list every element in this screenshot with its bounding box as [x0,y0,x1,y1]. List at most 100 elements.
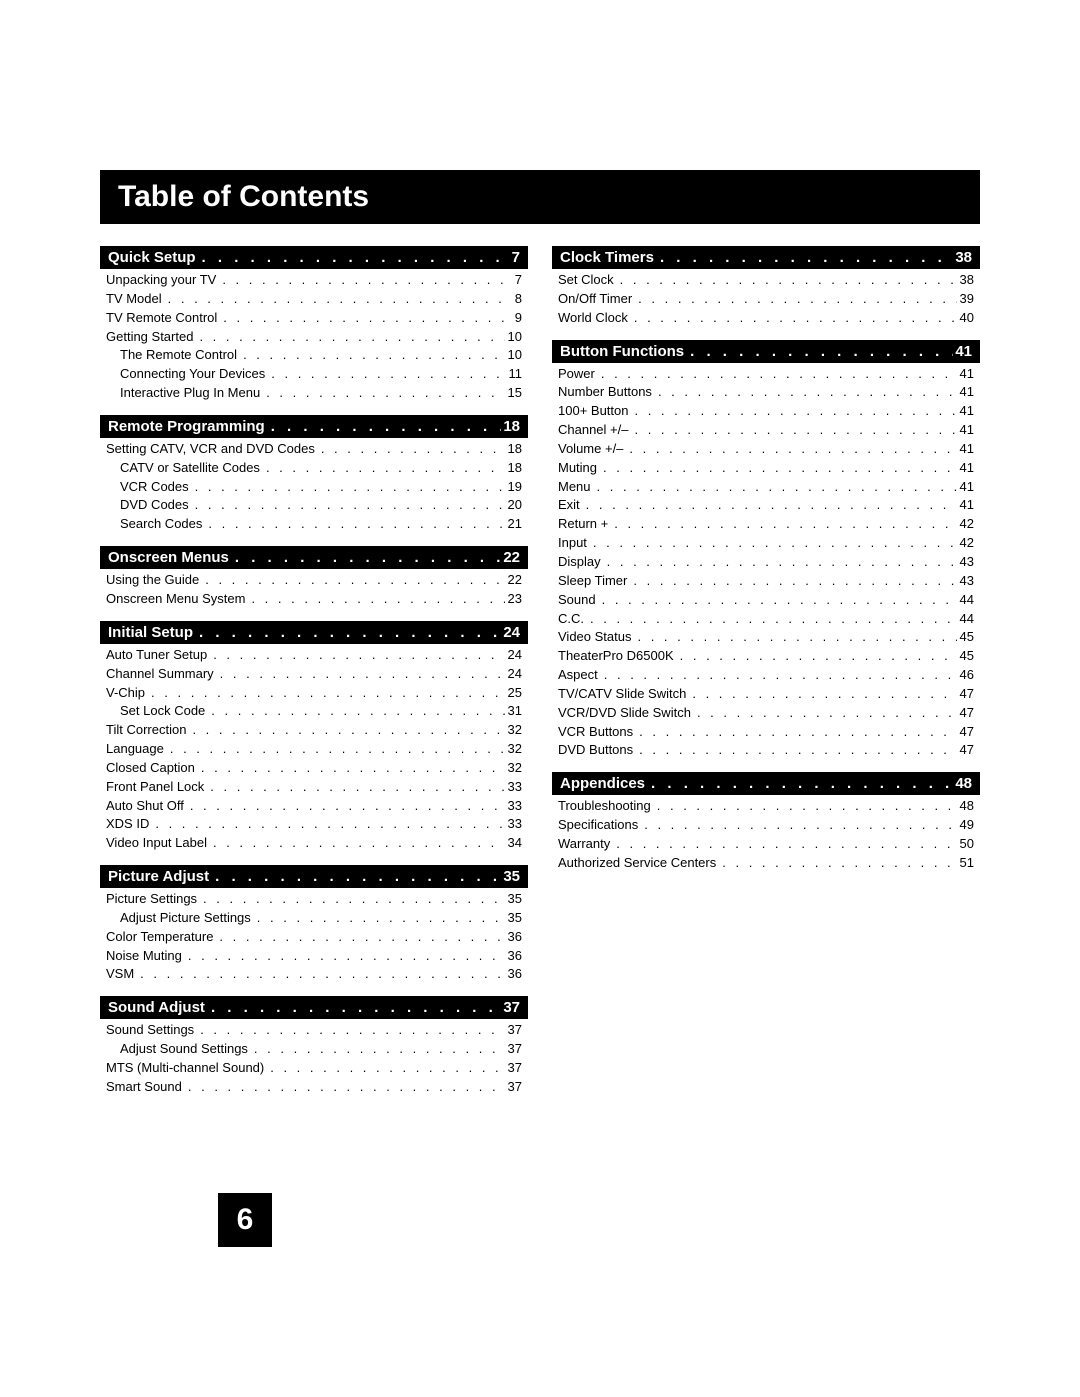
section-header: Quick Setup . . . . . . . . . . . . . . … [100,246,528,269]
leader-dots: . . . . . . . . . . . . . . . . . . . . … [205,571,504,590]
entry-page: 9 [515,309,522,328]
entry-label: Closed Caption [106,759,195,778]
entry-page: 44 [960,591,974,610]
entry-label: Adjust Sound Settings [120,1040,248,1059]
entry-label: TV Model [106,290,162,309]
toc-entry: Closed Caption . . . . . . . . . . . . .… [106,759,522,778]
leader-dots: . . . . . . . . . . . . . . . . . . . . … [211,999,501,1016]
entry-page: 21 [508,515,522,534]
leader-dots: . . . . . . . . . . . . . . . . . . . . … [638,290,956,309]
leader-dots: . . . . . . . . . . . . . . . . . . . . … [203,890,504,909]
entry-page: 24 [508,665,522,684]
leader-dots: . . . . . . . . . . . . . . . . . . . . … [722,854,956,873]
toc-entry: Search Codes . . . . . . . . . . . . . .… [106,515,522,534]
toc-entry: Connecting Your Devices . . . . . . . . … [106,365,522,384]
toc-entry: VSM . . . . . . . . . . . . . . . . . . … [106,965,522,984]
toc-entry: Front Panel Lock . . . . . . . . . . . .… [106,778,522,797]
toc-entry: Tilt Correction . . . . . . . . . . . . … [106,721,522,740]
leader-dots: . . . . . . . . . . . . . . . . . . . . … [200,1021,504,1040]
entry-label: C.C. [558,610,584,629]
toc-entry: Volume +/– . . . . . . . . . . . . . . .… [558,440,974,459]
toc-entry: Warranty . . . . . . . . . . . . . . . .… [558,835,974,854]
toc-entry: Troubleshooting . . . . . . . . . . . . … [558,797,974,816]
entry-label: TheaterPro D6500K [558,647,674,666]
leader-dots: . . . . . . . . . . . . . . . . . . . . … [190,797,505,816]
leader-dots: . . . . . . . . . . . . . . . . . . . . … [199,328,504,347]
entry-page: 24 [508,646,522,665]
leader-dots: . . . . . . . . . . . . . . . . . . . . … [604,666,957,685]
toc-entry: Channel Summary . . . . . . . . . . . . … [106,665,522,684]
toc-entry: Auto Shut Off . . . . . . . . . . . . . … [106,797,522,816]
toc-entry: VCR Codes . . . . . . . . . . . . . . . … [106,478,522,497]
entry-label: TV/CATV Slide Switch [558,685,686,704]
entry-label: Sound Settings [106,1021,194,1040]
entry-page: 42 [960,515,974,534]
entry-page: 47 [960,704,974,723]
toc-entry: Return + . . . . . . . . . . . . . . . .… [558,515,974,534]
toc-entry: VCR/DVD Slide Switch . . . . . . . . . .… [558,704,974,723]
entry-label: VSM [106,965,134,984]
leader-dots: . . . . . . . . . . . . . . . . . . . . … [321,440,505,459]
toc-entry: Specifications . . . . . . . . . . . . .… [558,816,974,835]
section-title: Clock Timers [560,249,654,266]
toc-columns: Quick Setup . . . . . . . . . . . . . . … [100,240,980,1103]
toc-entry: Getting Started . . . . . . . . . . . . … [106,328,522,347]
leader-dots: . . . . . . . . . . . . . . . . . . . . … [634,309,957,328]
leader-dots: . . . . . . . . . . . . . . . . . . . . … [603,459,957,478]
entry-page: 51 [960,854,974,873]
entry-label: Color Temperature [106,928,213,947]
section-entries: Unpacking your TV . . . . . . . . . . . … [100,269,528,409]
toc-entry: Muting . . . . . . . . . . . . . . . . .… [558,459,974,478]
entry-label: Number Buttons [558,383,652,402]
entry-page: 37 [508,1021,522,1040]
entry-page: 36 [508,928,522,947]
entry-label: Language [106,740,164,759]
entry-label: TV Remote Control [106,309,217,328]
entry-page: 37 [508,1078,522,1097]
leader-dots: . . . . . . . . . . . . . . . . . . . . … [601,365,957,384]
entry-label: World Clock [558,309,628,328]
entry-label: DVD Buttons [558,741,633,760]
toc-entry: Menu . . . . . . . . . . . . . . . . . .… [558,478,974,497]
toc-entry: TV Remote Control . . . . . . . . . . . … [106,309,522,328]
entry-page: 45 [960,628,974,647]
toc-entry: Language . . . . . . . . . . . . . . . .… [106,740,522,759]
leader-dots: . . . . . . . . . . . . . . . . . . . . … [593,534,957,553]
toc-entry: 100+ Button . . . . . . . . . . . . . . … [558,402,974,421]
entry-page: 40 [960,309,974,328]
leader-dots: . . . . . . . . . . . . . . . . . . . . … [210,778,504,797]
entry-label: Picture Settings [106,890,197,909]
toc-column: Quick Setup . . . . . . . . . . . . . . … [100,240,528,1103]
entry-label: DVD Codes [120,496,189,515]
entry-label: Authorized Service Centers [558,854,716,873]
entry-page: 33 [508,797,522,816]
toc-entry: Authorized Service Centers . . . . . . .… [558,854,974,873]
entry-label: VCR/DVD Slide Switch [558,704,691,723]
entry-page: 44 [960,610,974,629]
toc-entry: Video Status . . . . . . . . . . . . . .… [558,628,974,647]
leader-dots: . . . . . . . . . . . . . . . . . . . . … [633,572,956,591]
leader-dots: . . . . . . . . . . . . . . . . . . . . … [637,628,956,647]
leader-dots: . . . . . . . . . . . . . . . . . . . . … [586,496,957,515]
entry-label: Onscreen Menu System [106,590,245,609]
leader-dots: . . . . . . . . . . . . . . . . . . . . … [597,478,957,497]
entry-label: Front Panel Lock [106,778,204,797]
toc-entry: Color Temperature . . . . . . . . . . . … [106,928,522,947]
section-header: Remote Programming . . . . . . . . . . .… [100,415,528,438]
entry-page: 10 [508,346,522,365]
toc-entry: CATV or Satellite Codes . . . . . . . . … [106,459,522,478]
entry-page: 8 [515,290,522,309]
toc-entry: Smart Sound . . . . . . . . . . . . . . … [106,1078,522,1097]
leader-dots: . . . . . . . . . . . . . . . . . . . . … [195,478,505,497]
leader-dots: . . . . . . . . . . . . . . . . . . . . … [170,740,505,759]
toc-entry: The Remote Control . . . . . . . . . . .… [106,346,522,365]
toc-entry: Using the Guide . . . . . . . . . . . . … [106,571,522,590]
entry-label: Setting CATV, VCR and DVD Codes [106,440,315,459]
entry-label: Aspect [558,666,598,685]
leader-dots: . . . . . . . . . . . . . . . . . . . . … [607,553,957,572]
section-page: 48 [955,775,972,792]
toc-entry: Noise Muting . . . . . . . . . . . . . .… [106,947,522,966]
toc-entry: Setting CATV, VCR and DVD Codes . . . . … [106,440,522,459]
entry-page: 41 [960,421,974,440]
section-header: Onscreen Menus . . . . . . . . . . . . .… [100,546,528,569]
